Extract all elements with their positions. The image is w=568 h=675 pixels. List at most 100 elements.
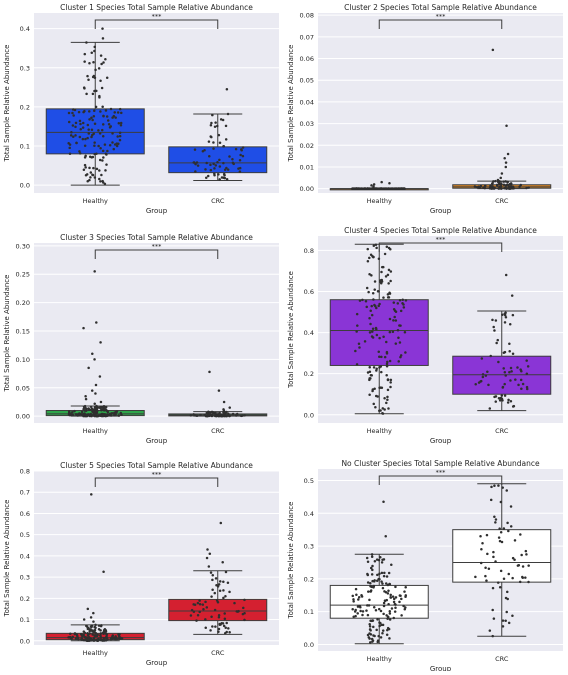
data-point [97, 144, 100, 148]
data-point [208, 411, 212, 414]
data-point [92, 639, 96, 642]
data-point [500, 187, 503, 190]
data-point [370, 573, 374, 576]
data-point [111, 635, 114, 638]
data-point [357, 342, 361, 346]
data-point [502, 183, 506, 186]
data-point [234, 147, 238, 151]
data-point [402, 604, 405, 608]
data-point [489, 498, 493, 502]
data-point [88, 178, 91, 182]
y-tick-label: 0.05 [16, 384, 30, 392]
data-point [90, 135, 93, 139]
data-point [234, 414, 238, 417]
data-point [502, 577, 506, 581]
data-point [98, 177, 101, 181]
data-point [519, 378, 523, 382]
data-point [109, 637, 113, 641]
data-point [84, 406, 87, 410]
data-point [484, 374, 488, 377]
data-point [119, 411, 123, 415]
data-point [81, 137, 85, 141]
y-tick-label: 0.0 [20, 637, 30, 645]
data-point [371, 639, 375, 642]
data-point [368, 331, 372, 334]
data-point [192, 413, 195, 416]
data-point [386, 592, 390, 595]
data-point [190, 608, 194, 612]
x-axis-label: Group [430, 665, 452, 671]
data-point [377, 304, 380, 308]
y-tick-label: 0.2 [20, 103, 30, 111]
data-point [355, 187, 358, 190]
data-point [368, 377, 371, 380]
data-point [496, 338, 499, 342]
data-point [105, 76, 109, 80]
data-point [118, 107, 122, 111]
data-point [494, 179, 497, 183]
data-point [507, 621, 511, 625]
data-point [89, 414, 92, 418]
data-point [373, 288, 376, 291]
data-point [226, 112, 230, 116]
data-point [72, 135, 75, 139]
x-tick-label: CRC [211, 197, 225, 205]
data-point [374, 243, 378, 247]
data-point [391, 330, 395, 334]
data-point [93, 49, 96, 53]
data-point [388, 187, 391, 190]
data-point [371, 388, 375, 391]
data-point [374, 304, 377, 308]
data-point [99, 636, 103, 639]
data-point [204, 168, 207, 171]
data-point [371, 564, 374, 568]
data-point [75, 633, 79, 636]
data-point [382, 500, 385, 504]
data-point [92, 132, 95, 135]
data-point [384, 275, 388, 278]
data-point [101, 149, 105, 153]
data-point [494, 518, 498, 521]
data-point [378, 572, 381, 575]
data-point [83, 52, 87, 56]
data-point [509, 505, 513, 508]
data-point [77, 110, 81, 114]
data-point [78, 135, 82, 139]
data-point [210, 615, 213, 618]
data-point [90, 116, 93, 119]
data-point [394, 596, 398, 599]
x-axis-label: Group [430, 207, 452, 215]
data-point [83, 144, 87, 148]
data-point [506, 597, 509, 601]
data-point [203, 413, 206, 417]
data-point [221, 560, 224, 564]
data-point [206, 548, 209, 551]
data-point [103, 407, 106, 411]
data-point [84, 409, 88, 412]
data-point [359, 609, 362, 613]
data-point [83, 404, 87, 408]
data-point [511, 313, 515, 317]
data-point [99, 400, 103, 404]
data-point [372, 402, 375, 406]
data-point [492, 550, 495, 554]
data-point [357, 596, 361, 599]
data-point [380, 571, 384, 575]
data-point [383, 355, 387, 359]
data-point [488, 407, 492, 410]
data-point [499, 500, 503, 504]
data-point [519, 533, 522, 536]
data-point [225, 177, 229, 181]
data-point [355, 330, 358, 333]
data-point [382, 574, 386, 578]
data-point [499, 531, 503, 534]
data-point [520, 387, 523, 391]
data-point [215, 414, 219, 418]
data-point [105, 409, 109, 413]
data-point [196, 614, 200, 617]
data-point [377, 187, 380, 190]
data-point [496, 178, 500, 182]
data-point [361, 610, 365, 613]
x-axis-label: Group [146, 437, 168, 445]
data-point [98, 96, 101, 99]
